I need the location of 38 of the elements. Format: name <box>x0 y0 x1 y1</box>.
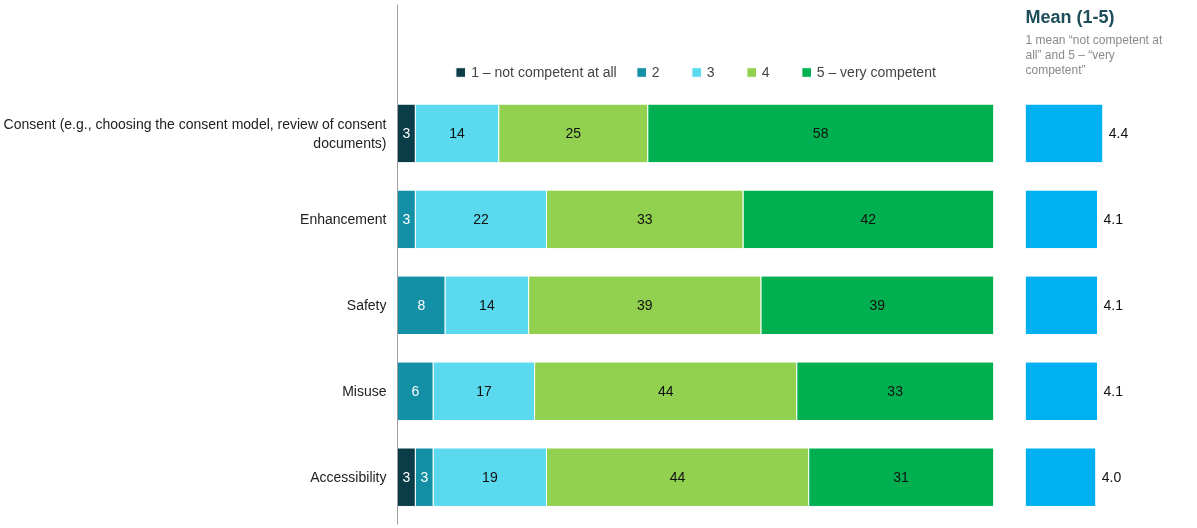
y-tick-label: Consent (e.g., choosing the consent model, review of consent documents) <box>3 115 387 152</box>
data-label: 39 <box>637 297 653 314</box>
data-label: 8 <box>417 297 426 314</box>
data-label: 3 <box>402 211 411 228</box>
chart-subtitle: 1 mean “not competent at all” and 5 – “very competent” <box>1025 32 1163 77</box>
data-label: 33 <box>887 383 904 400</box>
data-label: 14 <box>449 125 466 142</box>
y-tick-label: Accessibility <box>310 469 387 486</box>
data-label: 4.1 <box>1103 383 1124 400</box>
legend-label: 2 <box>651 64 661 80</box>
data-label: 4.1 <box>1103 297 1124 314</box>
data-label: 33 <box>637 211 653 228</box>
data-label: 25 <box>565 125 582 142</box>
data-label: 19 <box>482 469 498 486</box>
y-tick-label: Safety <box>346 297 387 314</box>
y-tick-label: Misuse <box>342 383 387 400</box>
data-label: 58 <box>812 125 829 142</box>
data-label: 39 <box>869 297 886 314</box>
data-label: 4.1 <box>1103 211 1124 228</box>
legend-label: 5 – very competent <box>816 64 936 80</box>
y-tick-label: Enhancement <box>300 211 387 228</box>
data-label: 6 <box>411 383 420 400</box>
legend-label: 3 <box>706 64 716 80</box>
data-label: 17 <box>476 383 492 400</box>
chart-title: Mean (1-5) <box>1025 6 1115 27</box>
data-label: 3 <box>402 469 411 486</box>
legend-label: 4 <box>761 64 771 80</box>
legend-label: 1 – not competent at all <box>471 64 617 80</box>
data-label: 3 <box>402 125 411 142</box>
data-label: 44 <box>669 469 686 486</box>
data-label: 3 <box>420 469 429 486</box>
data-label: 4.0 <box>1101 469 1122 486</box>
data-label: 22 <box>473 211 489 228</box>
data-label: 42 <box>860 211 877 228</box>
data-label: 4.4 <box>1108 125 1129 142</box>
data-label: 14 <box>479 297 495 314</box>
data-label: 44 <box>657 383 674 400</box>
data-label: 31 <box>893 469 910 486</box>
